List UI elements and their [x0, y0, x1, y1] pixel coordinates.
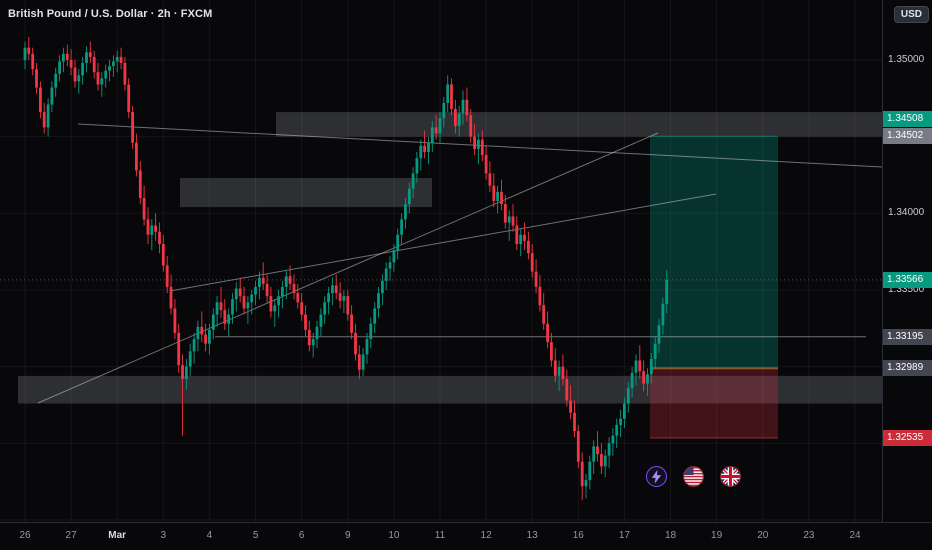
- time-axis-label: 12: [480, 530, 492, 541]
- currency-toggle-button[interactable]: USD: [893, 6, 929, 23]
- time-axis-label: 17: [618, 530, 630, 541]
- us-flag-icon[interactable]: [683, 466, 704, 487]
- time-axis-label: 26: [19, 530, 31, 541]
- time-axis-label: 3: [160, 530, 167, 541]
- time-axis-label: 5: [252, 530, 259, 541]
- time-axis-label: 20: [757, 530, 769, 541]
- price-badge: 1.33195: [883, 329, 932, 345]
- price-axis-label: 1.33500: [888, 284, 925, 295]
- price-badge: 1.34508: [883, 111, 932, 127]
- chart-area[interactable]: British Pound / U.S. Dollar · 2h · FXCM: [0, 0, 882, 522]
- time-axis-label: 23: [803, 530, 815, 541]
- time-axis-label: 4: [206, 530, 213, 541]
- time-axis-label: 6: [298, 530, 305, 541]
- time-axis-label: 11: [434, 530, 446, 541]
- time-axis[interactable]: 26 27 Mar 3 4 5 6 9 10 11 12 13 16 17 18 19 20 23 24: [0, 522, 932, 550]
- symbol-legend[interactable]: British Pound / U.S. Dollar · 2h · FXCM: [8, 8, 213, 20]
- lightning-icon[interactable]: [646, 466, 667, 487]
- chart-stickers: [646, 466, 741, 487]
- time-axis-label: 19: [711, 530, 723, 541]
- time-axis-label: 24: [849, 530, 861, 541]
- price-axis[interactable]: 1.35000 1.34000 1.33500 1.34508 1.34502 1.335…: [882, 0, 932, 522]
- price-axis-label: 1.35000: [888, 54, 925, 65]
- time-axis-label: 10: [388, 530, 400, 541]
- uk-flag-icon[interactable]: [720, 466, 741, 487]
- time-axis-label: Mar: [108, 530, 127, 541]
- time-axis-label: 16: [572, 530, 584, 541]
- time-axis-label: 18: [664, 530, 677, 541]
- time-axis-label: 9: [345, 530, 351, 541]
- time-axis-label: 13: [526, 530, 538, 541]
- price-badge: 1.32535: [883, 430, 932, 446]
- time-axis-label: 27: [65, 530, 77, 541]
- price-badge: 1.34502: [883, 128, 932, 144]
- candlestick-chart[interactable]: [0, 0, 882, 522]
- price-axis-label: 1.34000: [888, 207, 925, 218]
- price-badge: 1.32989: [883, 360, 932, 376]
- price-badge: 1.33566: [883, 272, 932, 288]
